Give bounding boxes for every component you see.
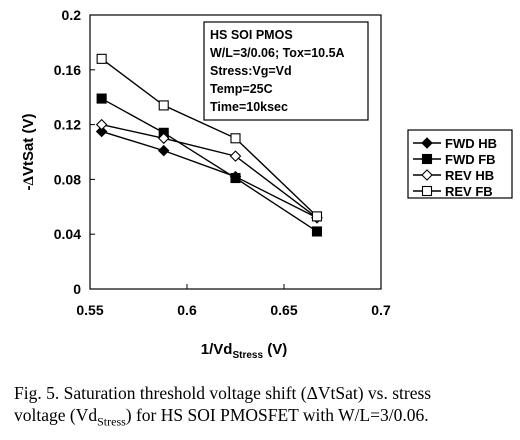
- data-point: [96, 93, 107, 104]
- data-point: [229, 150, 242, 162]
- y-axis-label: -ΔVtSat (V): [20, 114, 37, 191]
- y-tick-label: 0.04: [54, 226, 81, 242]
- data-point: [157, 144, 170, 157]
- x-tick-label: 0.6: [177, 302, 197, 318]
- data-point: [230, 172, 241, 184]
- legend-marker: [421, 169, 433, 181]
- y-tick-label: 0.12: [54, 117, 81, 133]
- y-tick-label: 0.16: [54, 62, 81, 78]
- x-tick-label: 0.7: [371, 302, 391, 318]
- series-line: [101, 97, 318, 233]
- x-tick-label: 0.65: [270, 302, 297, 318]
- data-point: [158, 100, 169, 111]
- figure-caption: Fig. 5. Saturation threshold voltage shi…: [14, 382, 514, 433]
- legend-marker: [421, 137, 433, 149]
- legend-label: FWD HB: [445, 136, 497, 151]
- data-point: [311, 226, 323, 237]
- legend-label: FWD FB: [445, 152, 496, 167]
- annotation-line: Time=10ksec: [210, 100, 288, 114]
- caption-line-2-sub: Stress: [97, 414, 126, 429]
- x-tick-label: 0.55: [76, 302, 103, 318]
- annotation-line: W/L=3/0.06; Tox=10.5A: [210, 46, 345, 60]
- annotation-line: Stress:Vg=Vd: [210, 64, 292, 78]
- caption-line-2-b: ) for HS SOI PMOSFET with W/L=3/0.06.: [125, 405, 429, 425]
- legend-marker: [421, 185, 433, 197]
- legend-label: REV FB: [445, 184, 493, 199]
- data-point: [157, 132, 170, 145]
- data-point: [96, 53, 107, 64]
- data-point: [95, 118, 108, 131]
- annotation-box-frame: [203, 21, 369, 121]
- y-tick-label: 0: [73, 281, 81, 297]
- annotation-line: Temp=25C: [210, 82, 273, 96]
- data-point: [230, 133, 241, 144]
- x-axis-label: 1/VdStress (V): [201, 341, 287, 361]
- legend-marker: [421, 153, 433, 165]
- x-axis-label-sub: Stress: [232, 350, 263, 361]
- data-point: [311, 211, 323, 222]
- x-axis-label-unit: (V): [263, 341, 287, 358]
- caption-line-2-a: voltage (Vd: [14, 405, 98, 425]
- series-line: [101, 58, 318, 217]
- chart: 0 0.04 0.08 0.12 0.16 0.2 0.55 0.6 0.65 0.7 HS SO…: [20, 7, 513, 361]
- legend-label: REV HB: [445, 168, 494, 183]
- x-axis-label-main: 1/Vd: [201, 341, 233, 358]
- caption-line-1: Fig. 5. Saturation threshold voltage shi…: [14, 383, 432, 403]
- annotation-box: HS SOI PMOS W/L=3/0.06; Tox=10.5A Stress:V…: [203, 21, 369, 121]
- annotation-line: HS SOI PMOS: [210, 28, 293, 42]
- caption-line-2: voltage (VdStress) for HS SOI PMOSFET wi…: [14, 404, 514, 433]
- plot-area: 0 0.04 0.08 0.12 0.16 0.2 0.55 0.6 0.65 0.7: [54, 7, 391, 318]
- y-tick-label: 0.2: [62, 7, 82, 23]
- y-axis-label-delta: Δ: [21, 175, 37, 185]
- series-line: [101, 130, 318, 219]
- series-line: [101, 123, 318, 219]
- plot-frame: [89, 14, 382, 290]
- data-point: [95, 125, 108, 138]
- y-axis-label-prefix: -: [20, 185, 37, 190]
- y-axis-label-main: VtSat (V): [20, 114, 37, 177]
- y-tick-label: 0.08: [54, 171, 81, 187]
